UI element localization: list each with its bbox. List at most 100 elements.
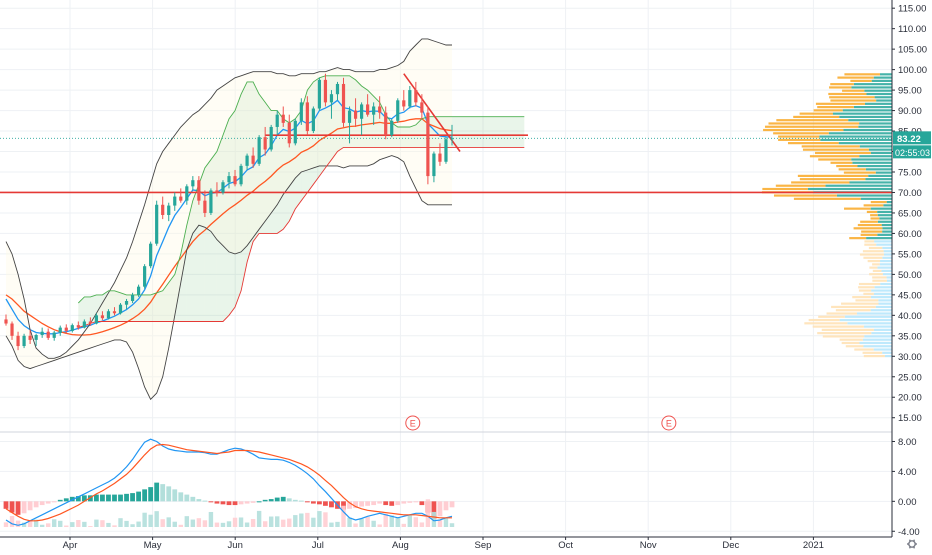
volume-profile-bar-up — [847, 322, 892, 324]
cloud-segment — [458, 117, 464, 148]
candle-body — [197, 180, 200, 200]
macd-histogram-bar — [383, 501, 388, 505]
volume-profile-bar-down — [846, 345, 864, 347]
candle-body — [300, 102, 303, 120]
cloud-segment — [500, 117, 506, 148]
volume-profile-bar-up — [863, 339, 892, 341]
macd-histogram-bar — [215, 501, 220, 503]
volume-profile-bar-down — [765, 126, 858, 128]
volume-bar — [341, 506, 345, 527]
volume-bar — [438, 520, 442, 527]
candle-body — [95, 315, 98, 323]
macd-histogram-bar — [227, 501, 232, 505]
macd-histogram-bar — [293, 500, 298, 501]
candle-body — [137, 287, 140, 295]
volume-profile-bar-down — [873, 270, 882, 272]
price-tick-label: 55.00 — [898, 249, 922, 260]
volume-profile-bar-down — [868, 260, 880, 262]
volume-profile-bar-down — [828, 93, 866, 95]
volume-profile-bar-up — [882, 247, 892, 249]
volume-profile-bar-down — [818, 316, 845, 318]
candle-body — [360, 104, 363, 118]
volume-bar — [402, 524, 406, 527]
macd-histogram-bar — [444, 501, 449, 510]
macd-histogram-bar — [269, 499, 274, 501]
countdown-label: 02:55:03 — [895, 148, 930, 158]
price-tick-label: 100.00 — [898, 65, 927, 76]
macd-histogram-bar — [46, 501, 51, 503]
candle-body — [264, 137, 267, 149]
volume-bar — [185, 516, 189, 527]
volume-profile-bar-down — [836, 309, 871, 311]
volume-profile-bar-up — [859, 342, 892, 344]
price-tick-label: 60.00 — [898, 229, 922, 240]
volume-profile-bar-down — [809, 319, 840, 321]
candle-body — [101, 315, 104, 318]
volume-bar — [426, 499, 430, 527]
volume-profile-bar-up — [885, 355, 892, 357]
volume-profile-bar-up — [833, 113, 892, 115]
candle-body — [173, 197, 176, 206]
candle-body — [41, 332, 44, 335]
volume-profile-bar-up — [878, 303, 892, 305]
candle-body — [354, 111, 357, 119]
macd-histogram-bar — [365, 501, 370, 505]
volume-profile-bar-up — [878, 214, 892, 216]
volume-profile-bar-down — [831, 306, 876, 308]
candle-body — [270, 127, 273, 150]
volume-bar — [94, 520, 98, 527]
volume-profile-bar-up — [851, 86, 892, 88]
macd-histogram-bar — [287, 498, 292, 501]
macd-histogram-bar — [329, 501, 334, 507]
macd-histogram-bar — [389, 501, 394, 505]
macd-histogram-bar — [263, 500, 268, 501]
volume-profile-bar-down — [841, 303, 878, 305]
time-tick-label: Jul — [312, 540, 324, 550]
volume-profile-bar-down — [852, 296, 871, 298]
volume-profile-bar-down — [861, 234, 878, 236]
volume-profile-bar-up — [819, 135, 892, 137]
volume-bar — [112, 525, 116, 527]
gear-tooth — [914, 547, 915, 549]
volume-bar — [173, 522, 177, 527]
macd-histogram-bar — [377, 501, 382, 503]
macd-histogram-bar — [28, 501, 33, 510]
volume-profile-bar-up — [887, 280, 892, 282]
volume-bar — [209, 512, 213, 527]
volume-profile-bar-up — [840, 319, 892, 321]
volume-profile-bar-down — [818, 158, 851, 160]
volume-profile-bar-down — [842, 90, 864, 92]
candle-body — [245, 156, 248, 166]
candle-body — [288, 123, 291, 143]
candle-body — [155, 205, 158, 244]
volume-profile-bar-down — [815, 152, 871, 154]
volume-bar — [420, 522, 424, 527]
volume-profile-bar-up — [837, 194, 892, 196]
volume-profile-bar-up — [866, 93, 892, 95]
volume-profile-bar-down — [803, 149, 869, 151]
volume-profile-bar-up — [882, 230, 892, 232]
macd-histogram-bar — [221, 501, 226, 504]
volume-bar — [10, 516, 14, 527]
time-tick-label: Sep — [475, 540, 492, 550]
candle-body — [89, 321, 92, 323]
cloud-segment — [512, 117, 518, 148]
volume-bar — [299, 514, 303, 527]
macd-histogram-bar — [142, 489, 147, 501]
time-tick-label: Apr — [63, 540, 78, 550]
osc-tick-label: -4.00 — [898, 527, 920, 538]
candle-body — [185, 186, 188, 200]
volume-profile-bar-down — [864, 355, 885, 357]
volume-profile-bar-up — [882, 227, 892, 229]
volume-bar — [227, 521, 231, 527]
last-price-label: 83.22 — [897, 134, 921, 145]
candle-body — [16, 336, 19, 346]
volume-profile-bar-up — [880, 260, 892, 262]
volume-profile-bar-down — [844, 73, 880, 75]
candle-body — [233, 176, 236, 184]
macd-histogram-bar — [172, 489, 177, 501]
volume-profile-bar-up — [868, 175, 892, 177]
macd-histogram-bar — [233, 501, 238, 505]
